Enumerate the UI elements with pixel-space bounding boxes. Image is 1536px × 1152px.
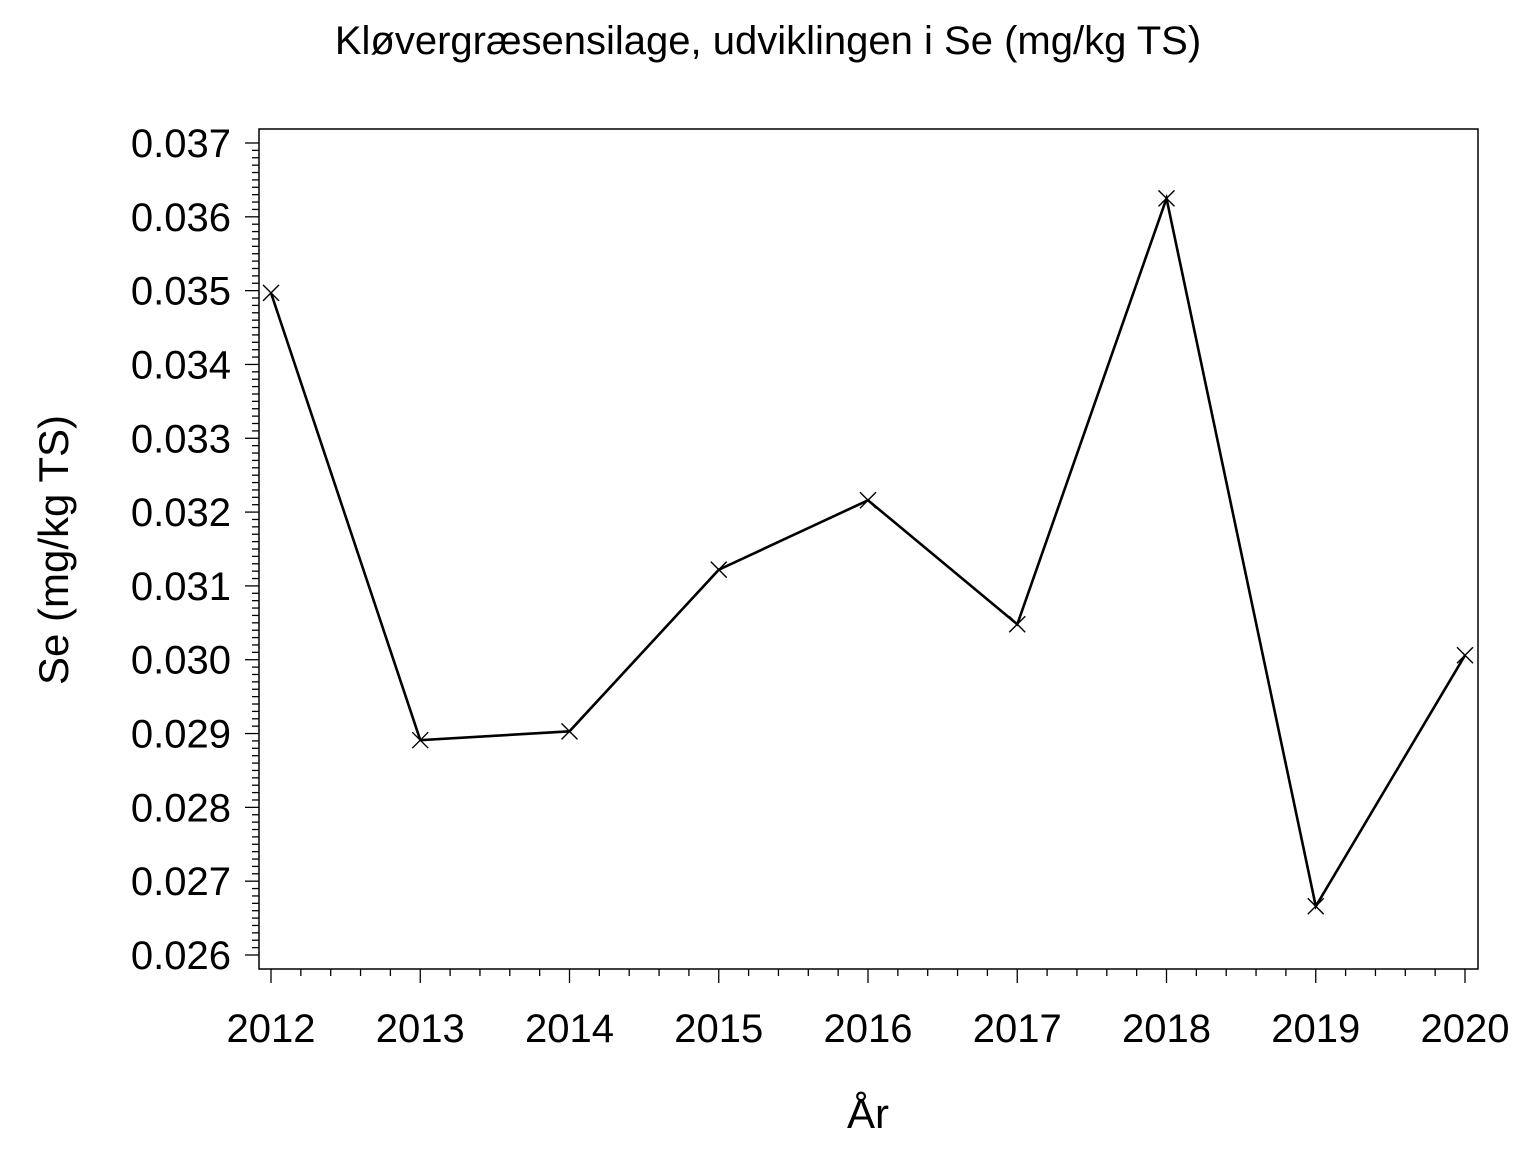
x-tick-label: 2015 (674, 1007, 763, 1051)
marker-stroke (859, 491, 877, 509)
plot-frame (258, 128, 1479, 970)
y-tick-label: 0.036 (131, 196, 231, 240)
x-tick-label: 2019 (1271, 1007, 1360, 1051)
x-tick-label: 2017 (973, 1007, 1062, 1051)
x-tick-label: 2012 (227, 1007, 316, 1051)
marker-stroke (411, 731, 429, 749)
marker-stroke (262, 284, 280, 302)
marker-stroke (710, 561, 728, 579)
series-line (269, 193, 1467, 910)
y-tick-label: 0.030 (131, 639, 231, 683)
y-tick-label: 0.035 (131, 270, 231, 314)
data-point-marker (1307, 897, 1325, 915)
y-tick-label: 0.033 (131, 417, 231, 461)
y-tick-label: 0.029 (131, 713, 231, 757)
data-point-marker (1158, 189, 1175, 207)
marker-stroke (1456, 646, 1474, 664)
y-tick-label: 0.037 (131, 122, 231, 166)
chart-title: Kløvergræsensilage, udviklingen i Se (mg… (335, 19, 1201, 63)
data-point-marker (1008, 615, 1026, 633)
marker-stroke (1008, 615, 1026, 633)
data-point-marker (859, 491, 877, 509)
y-tick-label: 0.032 (131, 491, 231, 535)
x-tick-label: 2018 (1122, 1007, 1211, 1051)
y-axis-label: Se (mg/kg TS) (30, 415, 77, 685)
data-point-marker (710, 561, 728, 579)
x-tick-label: 2016 (824, 1007, 913, 1051)
marker-stroke (1307, 897, 1325, 915)
y-tick-label: 0.034 (131, 343, 231, 387)
x-axis-label: År (847, 1090, 889, 1137)
data-point-marker (561, 722, 578, 740)
x-tick-label: 2014 (525, 1007, 614, 1051)
x-tick-label: 2020 (1421, 1007, 1510, 1051)
marker-stroke (1158, 189, 1175, 207)
y-tick-label: 0.026 (131, 934, 231, 978)
x-tick-label: 2013 (376, 1007, 465, 1051)
axis-ticks: 0.026 0.027 0.028 0.029 0.030 0.031 0.032 0.033… (131, 122, 1510, 1051)
data-point-marker (262, 284, 280, 302)
marker-stroke (561, 722, 578, 740)
data-marks (262, 189, 1474, 915)
data-point-marker (411, 731, 429, 749)
y-tick-label: 0.031 (131, 565, 231, 609)
y-tick-label: 0.028 (131, 786, 231, 830)
data-point-marker (1456, 646, 1474, 664)
y-tick-label: 0.027 (131, 860, 231, 904)
